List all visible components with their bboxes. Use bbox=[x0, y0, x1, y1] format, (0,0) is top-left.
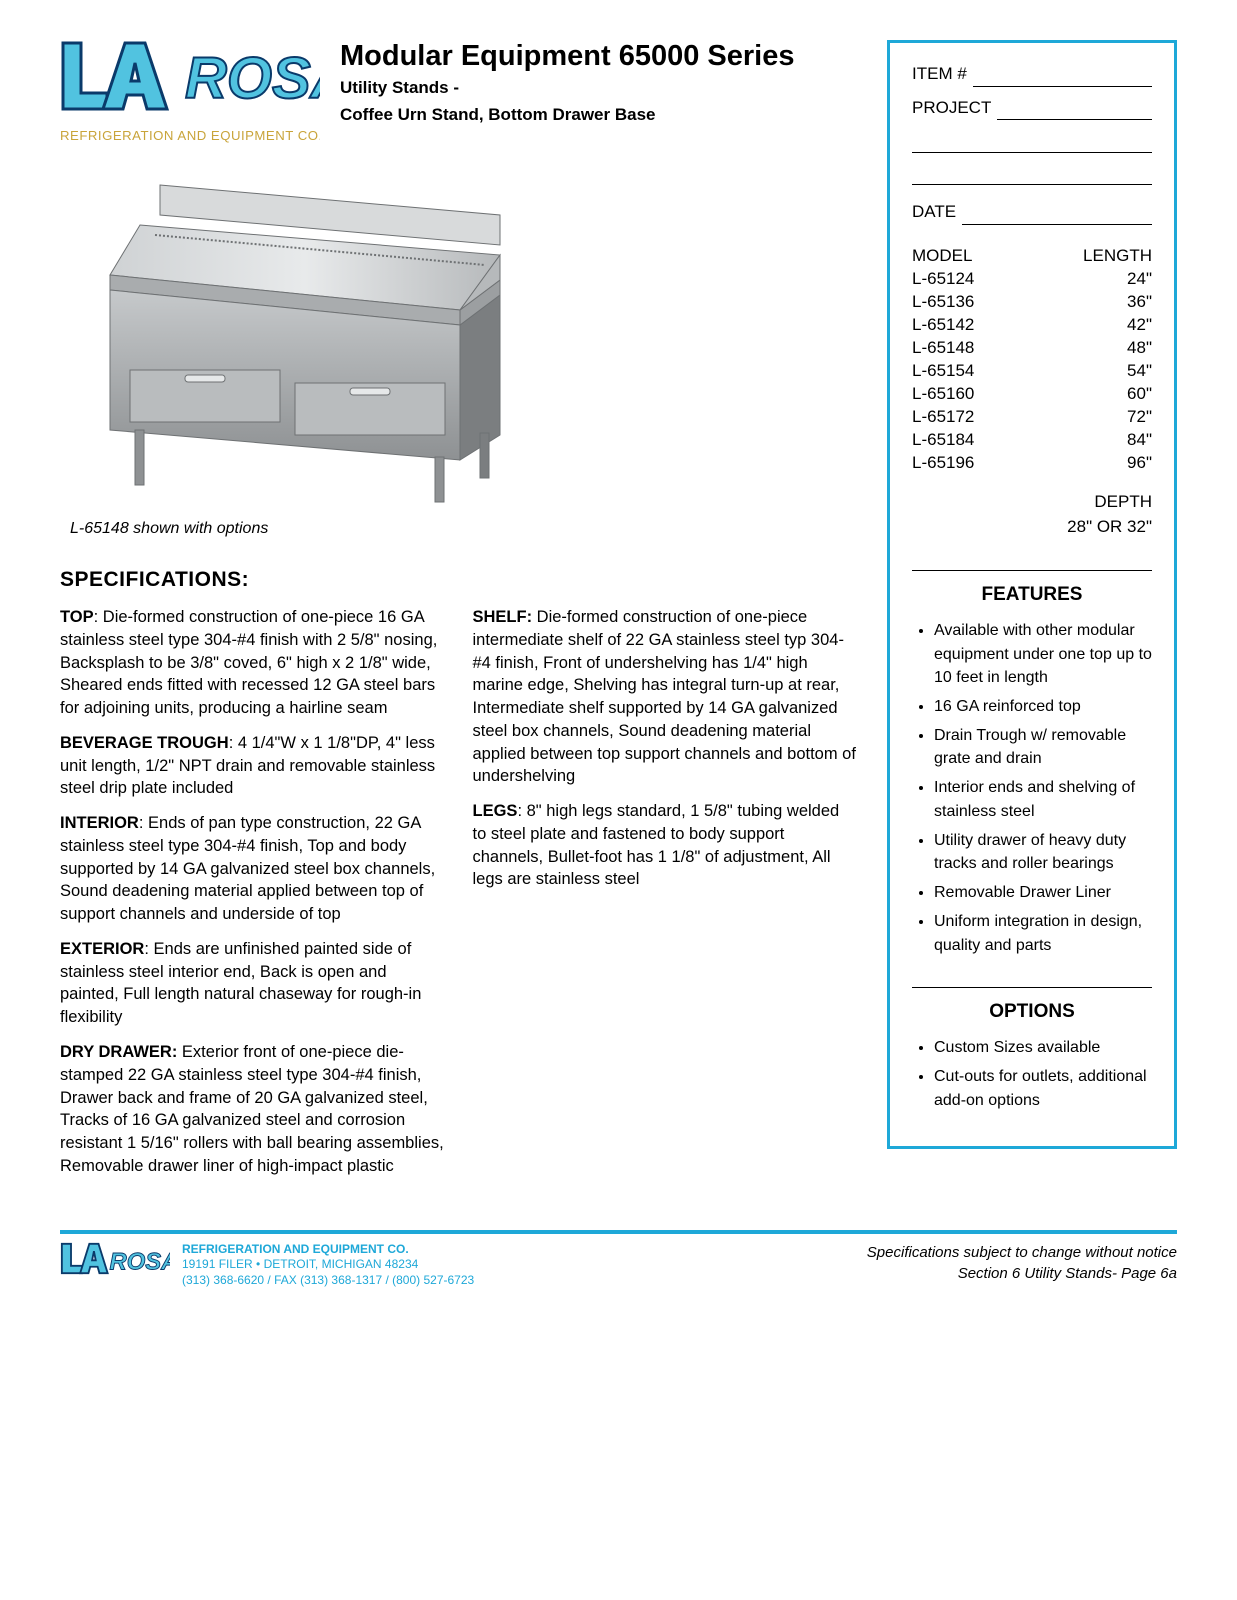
model-length: 72" bbox=[1127, 406, 1152, 429]
model-row: L-65172 72" bbox=[912, 406, 1152, 429]
series-title: Modular Equipment 65000 Series bbox=[340, 40, 857, 73]
model-length: 48" bbox=[1127, 337, 1152, 360]
spec-text: : 8" high legs standard, 1 5/8" tubing w… bbox=[473, 802, 840, 888]
feature-item: Available with other modular equipment u… bbox=[934, 619, 1152, 689]
footer-company-line-2: 19191 FILER • DETROIT, MICHIGAN 48234 bbox=[182, 1257, 474, 1273]
item-number-field[interactable] bbox=[973, 68, 1152, 87]
model-row: L-65124 24" bbox=[912, 268, 1152, 291]
spec-label: BEVERAGE TROUGH bbox=[60, 734, 229, 752]
model-row: L-65160 60" bbox=[912, 383, 1152, 406]
spec-paragraph: BEVERAGE TROUGH: 4 1/4"W x 1 1/8"DP, 4" … bbox=[60, 732, 445, 800]
spec-label: SHELF: bbox=[473, 608, 533, 626]
svg-text:ROSA: ROSA bbox=[185, 46, 320, 111]
model-row: L-65196 96" bbox=[912, 452, 1152, 475]
model-length: 60" bbox=[1127, 383, 1152, 406]
spec-text: : Die-formed construction of one-piece 1… bbox=[60, 608, 437, 717]
spec-label: TOP bbox=[60, 608, 94, 626]
blank-line-2[interactable] bbox=[912, 167, 1152, 186]
info-sidebar: ITEM # PROJECT DATE MODEL LENGTH L-65124… bbox=[887, 40, 1177, 1149]
model-length: 36" bbox=[1127, 291, 1152, 314]
model-row: L-65154 54" bbox=[912, 360, 1152, 383]
feature-item: Removable Drawer Liner bbox=[934, 881, 1152, 904]
company-logo: ROSA REFRIGERATION AND EQUIPMENT CO. bbox=[60, 40, 320, 155]
feature-item: Uniform integration in design, quality a… bbox=[934, 910, 1152, 956]
spec-label: DRY DRAWER: bbox=[60, 1043, 177, 1061]
model-id: L-65184 bbox=[912, 429, 974, 452]
model-id: L-65136 bbox=[912, 291, 974, 314]
feature-item: Utility drawer of heavy duty tracks and … bbox=[934, 829, 1152, 875]
spec-paragraph: INTERIOR: Ends of pan type construction,… bbox=[60, 812, 445, 926]
features-heading: FEATURES bbox=[912, 581, 1152, 610]
footer-logo: ROSA bbox=[60, 1242, 170, 1279]
spec-column-2: SHELF: Die-formed construction of one-pi… bbox=[473, 606, 858, 1190]
spec-paragraph: EXTERIOR: Ends are unfinished painted si… bbox=[60, 938, 445, 1029]
spec-paragraph: SHELF: Die-formed construction of one-pi… bbox=[473, 606, 858, 788]
image-caption: L-65148 shown with options bbox=[70, 520, 857, 538]
model-row: L-65142 42" bbox=[912, 314, 1152, 337]
length-col-header: LENGTH bbox=[1083, 243, 1152, 269]
spec-label: INTERIOR bbox=[60, 814, 139, 832]
model-id: L-65154 bbox=[912, 360, 974, 383]
subtitle-line-1: Utility Stands - bbox=[340, 77, 857, 100]
footer-company-line-1: REFRIGERATION AND EQUIPMENT CO. bbox=[182, 1242, 474, 1258]
model-table: MODEL LENGTH L-6512424"L-6513636"L-65142… bbox=[912, 243, 1152, 475]
spec-text: Exterior front of one-piece die-stamped … bbox=[60, 1043, 444, 1175]
model-length: 24" bbox=[1127, 268, 1152, 291]
model-length: 42" bbox=[1127, 314, 1152, 337]
model-length: 54" bbox=[1127, 360, 1152, 383]
footer-disclaimer: Specifications subject to change without… bbox=[867, 1242, 1177, 1263]
model-id: L-65172 bbox=[912, 406, 974, 429]
spec-label: LEGS bbox=[473, 802, 518, 820]
logo-subtext: REFRIGERATION AND EQUIPMENT CO. bbox=[60, 128, 320, 143]
model-id: L-65148 bbox=[912, 337, 974, 360]
depth-label: DEPTH bbox=[912, 489, 1152, 515]
subtitle-line-2: Coffee Urn Stand, Bottom Drawer Base bbox=[340, 104, 857, 127]
spec-paragraph: LEGS: 8" high legs standard, 1 5/8" tubi… bbox=[473, 800, 858, 891]
date-label: DATE bbox=[912, 199, 956, 225]
specifications-heading: SPECIFICATIONS: bbox=[60, 568, 857, 592]
model-id: L-65142 bbox=[912, 314, 974, 337]
option-item: Custom Sizes available bbox=[934, 1036, 1152, 1059]
model-row: L-65136 36" bbox=[912, 291, 1152, 314]
spec-text: Die-formed construction of one-piece int… bbox=[473, 608, 856, 785]
model-length: 84" bbox=[1127, 429, 1152, 452]
features-list: Available with other modular equipment u… bbox=[912, 619, 1152, 956]
feature-item: Drain Trough w/ removable grate and drai… bbox=[934, 724, 1152, 770]
project-field[interactable] bbox=[997, 101, 1152, 120]
product-illustration bbox=[100, 175, 857, 510]
feature-item: Interior ends and shelving of stainless … bbox=[934, 776, 1152, 822]
model-length: 96" bbox=[1127, 452, 1152, 475]
footer-company-line-3: (313) 368-6620 / FAX (313) 368-1317 / (8… bbox=[182, 1273, 474, 1289]
options-heading: OPTIONS bbox=[912, 998, 1152, 1027]
feature-item: 16 GA reinforced top bbox=[934, 695, 1152, 718]
model-row: L-65184 84" bbox=[912, 429, 1152, 452]
spec-paragraph: DRY DRAWER: Exterior front of one-piece … bbox=[60, 1041, 445, 1178]
project-label: PROJECT bbox=[912, 95, 991, 121]
blank-line-1[interactable] bbox=[912, 134, 1152, 153]
spec-paragraph: TOP: Die-formed construction of one-piec… bbox=[60, 606, 445, 720]
spec-column-1: TOP: Die-formed construction of one-piec… bbox=[60, 606, 445, 1190]
model-id: L-65196 bbox=[912, 452, 974, 475]
model-id: L-65160 bbox=[912, 383, 974, 406]
options-list: Custom Sizes available Cut-outs for outle… bbox=[912, 1036, 1152, 1112]
spec-label: EXTERIOR bbox=[60, 940, 144, 958]
model-id: L-65124 bbox=[912, 268, 974, 291]
depth-value: 28" OR 32" bbox=[912, 514, 1152, 540]
item-number-label: ITEM # bbox=[912, 61, 967, 87]
model-row: L-65148 48" bbox=[912, 337, 1152, 360]
svg-text:ROSA: ROSA bbox=[110, 1248, 170, 1275]
model-col-header: MODEL bbox=[912, 243, 972, 269]
page-footer: ROSA REFRIGERATION AND EQUIPMENT CO. 191… bbox=[60, 1230, 1177, 1289]
date-field[interactable] bbox=[962, 206, 1152, 225]
option-item: Cut-outs for outlets, additional add-on … bbox=[934, 1065, 1152, 1111]
footer-page-ref: Section 6 Utility Stands- Page 6a bbox=[867, 1263, 1177, 1284]
